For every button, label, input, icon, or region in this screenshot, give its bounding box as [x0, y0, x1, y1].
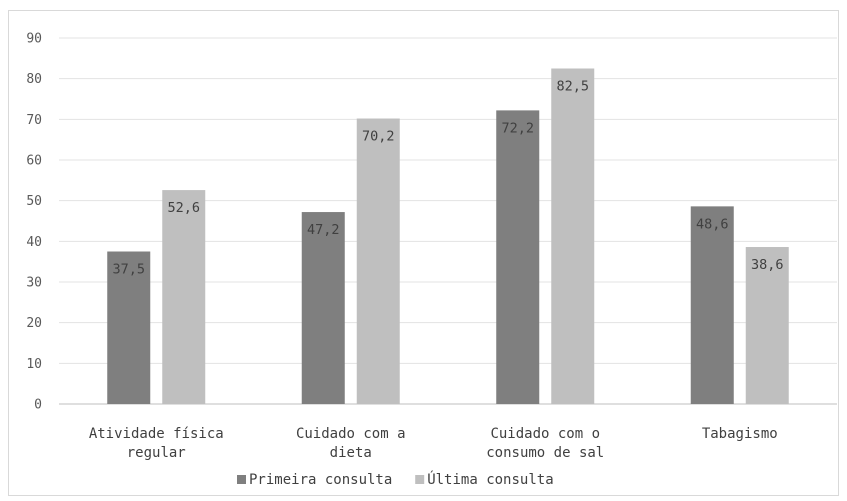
category-label: dieta [330, 445, 372, 461]
legend-swatch [415, 475, 425, 484]
bar-ultima-1 [356, 118, 400, 405]
y-tick-label: 60 [26, 154, 42, 169]
y-tick-label: 40 [26, 235, 42, 250]
data-label: 52,6 [167, 200, 200, 216]
category-label: Cuidado com a [296, 426, 406, 442]
y-tick-label: 80 [26, 72, 42, 87]
chart-frame: 0 10 20 30 40 50 60 70 80 90 37,5 52,6 47,2 70,2 72,2… [8, 10, 839, 496]
category-label: consumo de sal [486, 445, 604, 461]
y-tick-label: 50 [26, 194, 42, 209]
category-label: regular [127, 445, 186, 461]
y-tick-label: 20 [26, 316, 42, 331]
data-label: 72,2 [501, 120, 534, 136]
bar-primeira-1 [301, 212, 345, 404]
legend-entry: Primeira consulta [249, 472, 392, 488]
category-label: Cuidado com o [490, 426, 600, 442]
legend: Primeira consulta Última consulta [237, 470, 554, 488]
data-label: 48,6 [696, 216, 729, 232]
legend-entry: Última consulta [427, 470, 553, 488]
y-axis-tick-labels: 0 10 20 30 40 50 60 70 80 90 [26, 32, 42, 413]
data-label: 70,2 [362, 129, 395, 145]
y-tick-label: 70 [26, 113, 42, 128]
y-tick-label: 0 [34, 398, 42, 413]
bar-ultima-3 [745, 247, 789, 404]
x-axis-category-labels: Atividade física regular Cuidado com a diet… [89, 426, 778, 461]
bar-primeira-0 [107, 251, 151, 404]
data-label: 38,6 [751, 257, 784, 273]
bar-ultima-0 [162, 190, 206, 404]
bar-ultima-2 [551, 68, 595, 404]
bars [107, 68, 789, 405]
bar-primeira-2 [496, 110, 540, 405]
bar-primeira-3 [690, 206, 734, 404]
data-label: 47,2 [307, 222, 340, 238]
bar-chart: 0 10 20 30 40 50 60 70 80 90 37,5 52,6 47,2 70,2 72,2… [26, 32, 837, 488]
data-labels: 37,5 52,6 47,2 70,2 72,2 82,5 48,6 38,6 [112, 79, 783, 278]
legend-swatch [237, 475, 246, 484]
category-label: Atividade física [89, 426, 224, 442]
y-tick-label: 90 [26, 32, 42, 47]
data-label: 37,5 [112, 262, 145, 278]
data-label: 82,5 [556, 79, 589, 95]
category-label: Tabagismo [702, 426, 778, 442]
y-tick-label: 10 [26, 357, 42, 372]
y-tick-label: 30 [26, 276, 42, 291]
